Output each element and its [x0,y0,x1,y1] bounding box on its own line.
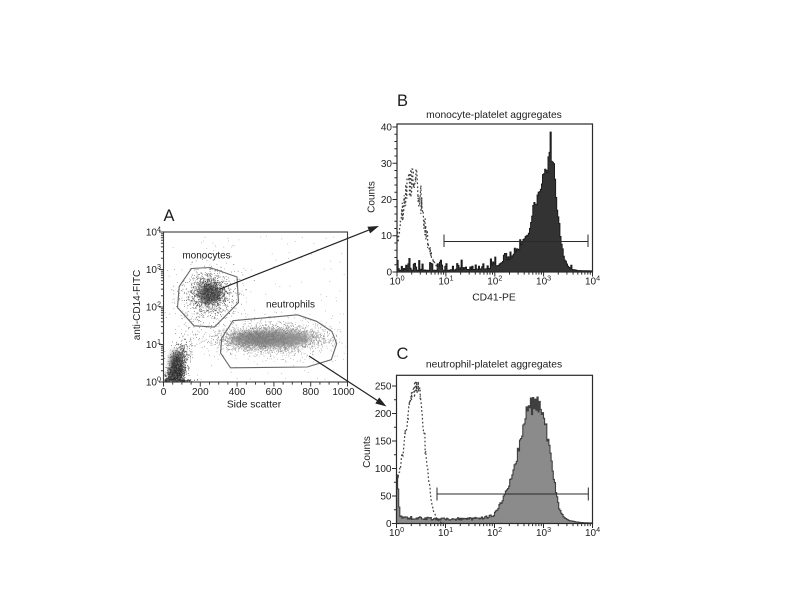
svg-text:0: 0 [161,387,167,398]
svg-text:A: A [163,207,174,225]
svg-text:30: 30 [381,159,393,170]
svg-text:neutrophil-platelet aggregates: neutrophil-platelet aggregates [426,360,562,371]
svg-text:0: 0 [386,519,392,530]
svg-text:400: 400 [229,387,246,398]
svg-text:0: 0 [386,268,392,279]
svg-text:Counts: Counts [367,181,378,213]
svg-text:800: 800 [302,387,319,398]
svg-text:Counts: Counts [362,436,373,468]
svg-text:20: 20 [381,195,393,206]
svg-text:CD41-PE: CD41-PE [472,293,516,304]
svg-text:600: 600 [266,387,283,398]
svg-text:anti-CD14-FITC: anti-CD14-FITC [132,270,143,341]
svg-text:monocyte-platelet aggregates: monocyte-platelet aggregates [426,110,562,121]
svg-text:monocytes: monocytes [182,251,230,262]
svg-text:100: 100 [375,464,392,475]
svg-text:200: 200 [192,387,209,398]
svg-text:Side scatter: Side scatter [227,400,282,411]
svg-text:40: 40 [381,123,393,134]
svg-text:150: 150 [375,437,392,448]
svg-text:neutrophils: neutrophils [266,300,315,311]
svg-text:B: B [397,92,408,110]
svg-text:200: 200 [375,409,392,420]
svg-text:10: 10 [381,231,393,242]
svg-text:250: 250 [375,382,392,393]
svg-text:50: 50 [380,492,392,503]
svg-text:C: C [397,345,409,363]
svg-text:1000: 1000 [332,387,355,398]
